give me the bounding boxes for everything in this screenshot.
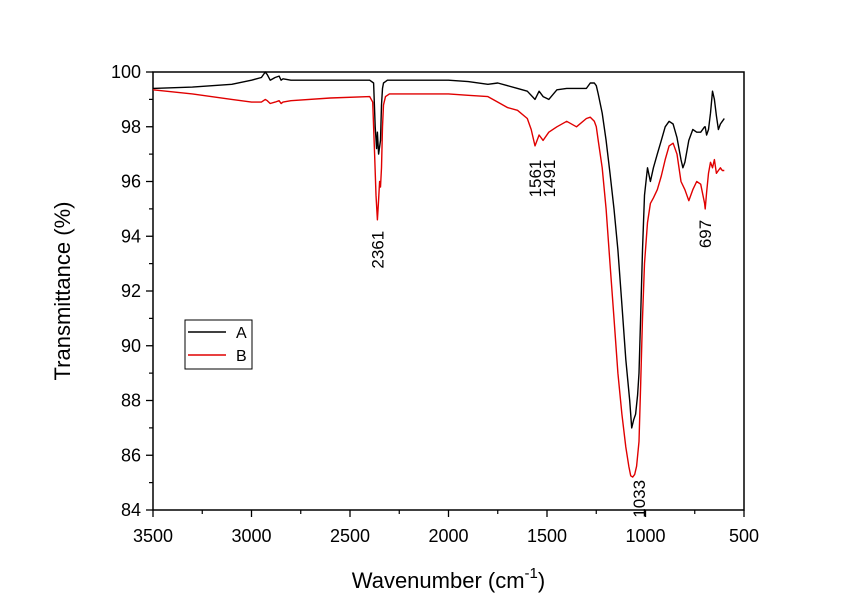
y-tick-label: 94	[121, 226, 141, 246]
x-tick-label: 3000	[231, 526, 271, 546]
x-axis: 3500 3000 2500 2000 1500 1000 500	[133, 510, 759, 546]
y-tick-label: 100	[111, 62, 141, 82]
series-line-a	[152, 71, 725, 429]
x-tick-label: 1500	[527, 526, 567, 546]
x-tick-label: 2000	[428, 526, 468, 546]
y-axis: 84 86 88 90 92 94 96 98 100	[111, 62, 153, 520]
peak-label: 697	[696, 220, 715, 248]
series-line-b	[152, 89, 725, 478]
legend-box	[184, 319, 253, 370]
y-tick-label: 86	[121, 445, 141, 465]
x-tick-label: 3500	[133, 526, 173, 546]
legend: A B	[184, 319, 253, 370]
x-axis-title-close: )	[538, 568, 545, 593]
peak-label: 1561	[526, 160, 545, 198]
x-tick-label: 1000	[625, 526, 665, 546]
y-tick-label: 98	[121, 117, 141, 137]
peak-label: 2361	[368, 231, 387, 269]
plot-frame	[152, 71, 745, 511]
x-axis-title-superscript: -1	[525, 565, 538, 582]
legend-label-a: A	[236, 325, 247, 342]
y-tick-label: 96	[121, 172, 141, 192]
legend-label-b: B	[236, 348, 247, 365]
x-tick-label: 2500	[330, 526, 370, 546]
y-tick-label: 92	[121, 281, 141, 301]
axes-group: 3500 3000 2500 2000 1500 1000 500 84 86 88 90 92 94…	[111, 62, 759, 546]
y-axis-title: Transmittance (%)	[50, 202, 75, 381]
peak-label: 1491	[540, 160, 559, 198]
y-tick-label: 84	[121, 500, 141, 520]
x-tick-label: 500	[729, 526, 759, 546]
x-axis-title-main: Wavenumber (cm	[352, 568, 525, 593]
y-tick-label: 88	[121, 391, 141, 411]
x-axis-title: Wavenumber (cm-1)	[352, 565, 545, 593]
peak-label: 1033	[630, 480, 649, 518]
y-tick-label: 90	[121, 336, 141, 356]
series-layer	[152, 71, 725, 478]
